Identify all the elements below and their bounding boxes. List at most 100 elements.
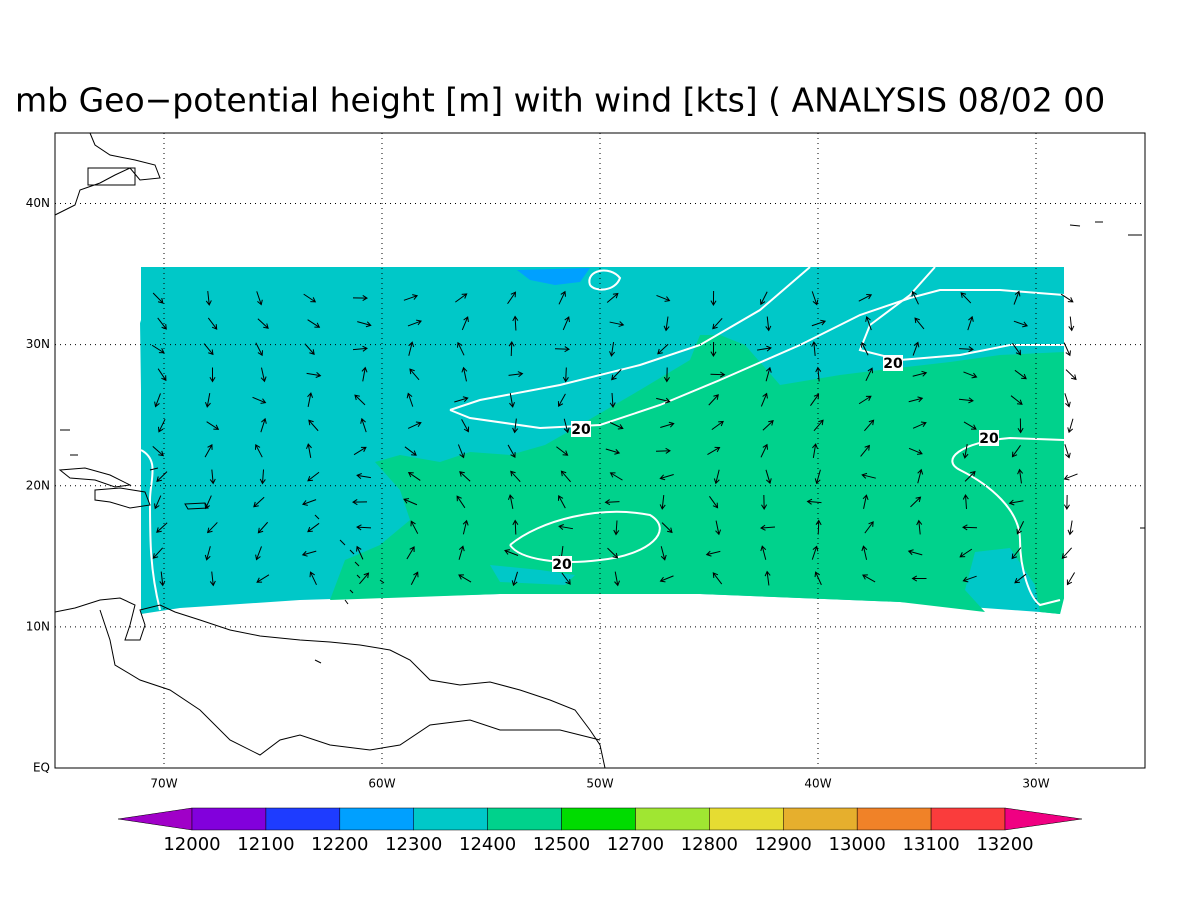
wind-arrow bbox=[563, 418, 570, 434]
wind-arrow bbox=[461, 419, 470, 433]
colorbar-cell bbox=[930, 807, 1006, 831]
wind-arrow bbox=[760, 392, 768, 407]
wind-arrow bbox=[561, 572, 571, 585]
wind-arrow bbox=[1012, 342, 1022, 356]
wind-arrow bbox=[156, 522, 168, 533]
wind-arrow bbox=[709, 496, 719, 509]
wind-arrow bbox=[205, 290, 212, 306]
wind-arrow bbox=[655, 447, 671, 454]
wind-arrow bbox=[861, 472, 876, 479]
wind-arrow bbox=[209, 571, 216, 587]
wind-arrow bbox=[1067, 520, 1074, 536]
colorbar-label: 13100 bbox=[902, 834, 959, 855]
contour-line bbox=[449, 289, 1065, 430]
coastline bbox=[87, 167, 136, 186]
colorbar-label: 12400 bbox=[459, 834, 516, 855]
y-tick-label: 30N bbox=[26, 337, 50, 351]
height-field bbox=[140, 267, 1064, 614]
shade-12300 bbox=[490, 565, 575, 585]
wind-arrow bbox=[660, 421, 675, 428]
wind-arrow bbox=[609, 472, 623, 481]
wind-arrow bbox=[765, 366, 772, 382]
wind-arrow bbox=[865, 315, 872, 331]
wind-arrow bbox=[307, 522, 320, 533]
colorbar-label: 12500 bbox=[533, 834, 590, 855]
wind-arrow bbox=[657, 343, 669, 355]
wind-arrow bbox=[609, 422, 624, 430]
wind-arrow bbox=[907, 549, 923, 556]
wind-arrow bbox=[204, 444, 213, 458]
wind-arrow bbox=[159, 571, 166, 587]
wind-arrow bbox=[154, 495, 162, 510]
wind-arrow bbox=[967, 315, 974, 331]
contour-label: 20 bbox=[883, 356, 903, 372]
wind-arrow bbox=[760, 443, 768, 458]
wind-arrow bbox=[459, 471, 471, 482]
wind-arrow bbox=[458, 574, 472, 583]
wind-arrow bbox=[356, 524, 372, 531]
wind-arrow bbox=[912, 421, 927, 429]
wind-arrow bbox=[406, 392, 414, 407]
wind-arrow bbox=[557, 393, 566, 407]
wind-arrow bbox=[1010, 395, 1023, 405]
wind-arrow bbox=[562, 367, 569, 383]
contour-label-bg bbox=[571, 421, 591, 437]
wind-arrow bbox=[407, 471, 421, 481]
wind-arrow bbox=[609, 321, 625, 328]
wind-arrow bbox=[814, 469, 821, 485]
wind-arrow bbox=[259, 469, 266, 485]
wind-arrow bbox=[359, 572, 370, 585]
wind-arrow bbox=[152, 445, 164, 457]
wind-arrow bbox=[255, 342, 264, 357]
wind-arrow bbox=[407, 421, 422, 429]
colorbar-label: 12900 bbox=[755, 834, 812, 855]
wind-arrow bbox=[404, 446, 417, 456]
wind-arrow bbox=[304, 343, 315, 355]
wind-arrow bbox=[864, 419, 875, 432]
wind-arrow bbox=[203, 343, 214, 356]
wind-arrow bbox=[152, 292, 164, 304]
contour-line bbox=[509, 510, 661, 563]
wind-arrow bbox=[605, 448, 621, 455]
wind-arrow bbox=[206, 522, 218, 534]
wind-arrow bbox=[861, 545, 868, 560]
wind-arrow bbox=[410, 520, 419, 534]
wind-arrow bbox=[254, 443, 263, 458]
islands bbox=[60, 429, 385, 664]
wind-arrow bbox=[257, 521, 269, 534]
wind-arrow bbox=[656, 294, 671, 302]
wind-arrow bbox=[512, 418, 519, 434]
wind-arrow bbox=[958, 346, 974, 353]
colorbar-label: 13200 bbox=[976, 834, 1033, 855]
wind-arrow bbox=[962, 494, 969, 510]
wind-arrow bbox=[352, 499, 368, 506]
wind-arrow bbox=[764, 570, 771, 586]
wind-arrow bbox=[353, 446, 367, 456]
wind-arrow bbox=[815, 519, 822, 535]
coastline bbox=[58, 467, 132, 488]
wind-arrow bbox=[810, 393, 820, 407]
wind-arrow bbox=[507, 291, 517, 305]
colorbar-label: 12100 bbox=[237, 834, 294, 855]
wind-arrow bbox=[558, 524, 573, 530]
wind-arrow bbox=[558, 290, 566, 305]
wind-arrow bbox=[560, 470, 571, 483]
colorbar-cell bbox=[487, 807, 562, 831]
wind-arrow bbox=[711, 420, 724, 431]
colorbar-end bbox=[117, 807, 193, 831]
wind-arrow bbox=[1063, 494, 1070, 510]
wind-arrow bbox=[762, 420, 774, 431]
wind-arrow bbox=[960, 292, 972, 304]
wind-arrow bbox=[461, 316, 469, 331]
wind-arrow bbox=[609, 392, 616, 408]
wind-arrow bbox=[1008, 499, 1024, 506]
wind-arrow bbox=[406, 546, 415, 560]
colorbar-label: 12000 bbox=[163, 834, 220, 855]
colorbar-cell bbox=[265, 807, 341, 831]
wind-arrow bbox=[712, 572, 723, 585]
wind-arrow bbox=[301, 499, 317, 506]
colorbar-cell bbox=[635, 807, 710, 831]
coastline bbox=[184, 502, 209, 510]
wind-arrow bbox=[1065, 369, 1077, 381]
wind-arrow bbox=[910, 496, 922, 508]
